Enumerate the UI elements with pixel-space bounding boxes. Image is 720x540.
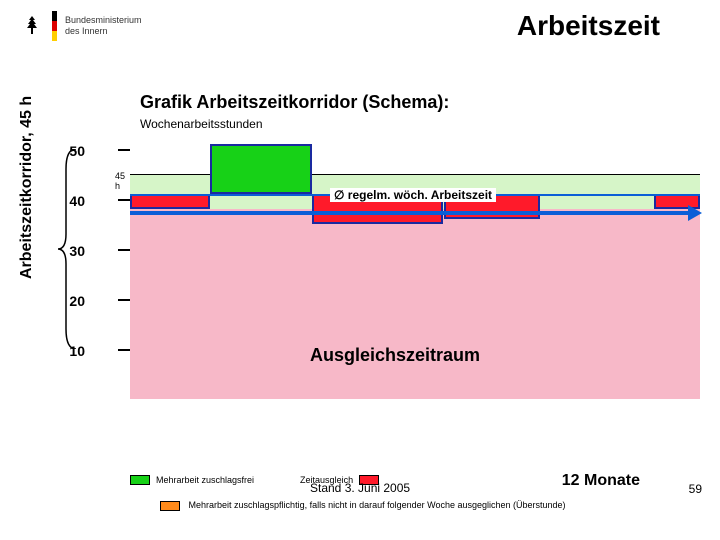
footer-months: 12 Monate — [562, 472, 640, 490]
legend-box-green — [130, 475, 150, 485]
label-45h: 45 h — [115, 171, 125, 191]
tick-mark — [118, 149, 130, 151]
tick-mark — [118, 249, 130, 251]
chart-title: Grafik Arbeitszeitkorridor (Schema): — [140, 92, 720, 113]
y-tick-20: 20 — [55, 293, 85, 309]
bar-0 — [130, 194, 210, 209]
legend-box-orange — [160, 501, 180, 511]
y-tick-50: 50 — [55, 143, 85, 159]
eagle-icon — [20, 14, 44, 38]
logo-area: Bundesministerium des Innern — [20, 11, 142, 41]
bar-1 — [210, 144, 313, 194]
timeline-arrow — [130, 211, 688, 215]
footer-page: 59 — [689, 482, 702, 496]
footer-stand: Stand 3. Juni 2005 — [310, 481, 410, 495]
tick-mark — [118, 299, 130, 301]
ministry-name: Bundesministerium des Innern — [65, 15, 142, 37]
y-axis-label: Arbeitszeitkorridor, 45 h — [18, 96, 36, 279]
chart-subtitle: Wochenarbeitsstunden — [140, 117, 720, 131]
arrow-head-icon — [688, 205, 702, 221]
y-tick-30: 30 — [55, 243, 85, 259]
ministry-line1: Bundesministerium — [65, 15, 142, 26]
plot-area: ∅ regelm. wöch. Arbeitszeit Ausgleichszei… — [130, 139, 700, 399]
footer-note: Mehrarbeit zuschlagspflichtig, falls nic… — [160, 500, 566, 511]
page-title: Arbeitszeit — [517, 10, 660, 42]
footer-note-text: Mehrarbeit zuschlagspflichtig, falls nic… — [189, 500, 566, 510]
y-tick-10: 10 — [55, 343, 85, 359]
chart-area: Arbeitszeitkorridor, 45 h 50 40 30 20 10… — [0, 139, 720, 459]
y-tick-40: 40 — [55, 193, 85, 209]
flag-bar — [52, 11, 57, 41]
legend-label-1: Mehrarbeit zuschlagsfrei — [156, 475, 254, 485]
ministry-line2: des Innern — [65, 26, 142, 37]
lower-fill — [130, 209, 700, 399]
tick-mark — [118, 349, 130, 351]
tick-mark — [118, 199, 130, 201]
regelm-label: ∅ regelm. wöch. Arbeitszeit — [330, 188, 496, 202]
ausgleich-label: Ausgleichszeitraum — [310, 345, 480, 366]
header: Bundesministerium des Innern Arbeitszeit — [0, 0, 720, 52]
